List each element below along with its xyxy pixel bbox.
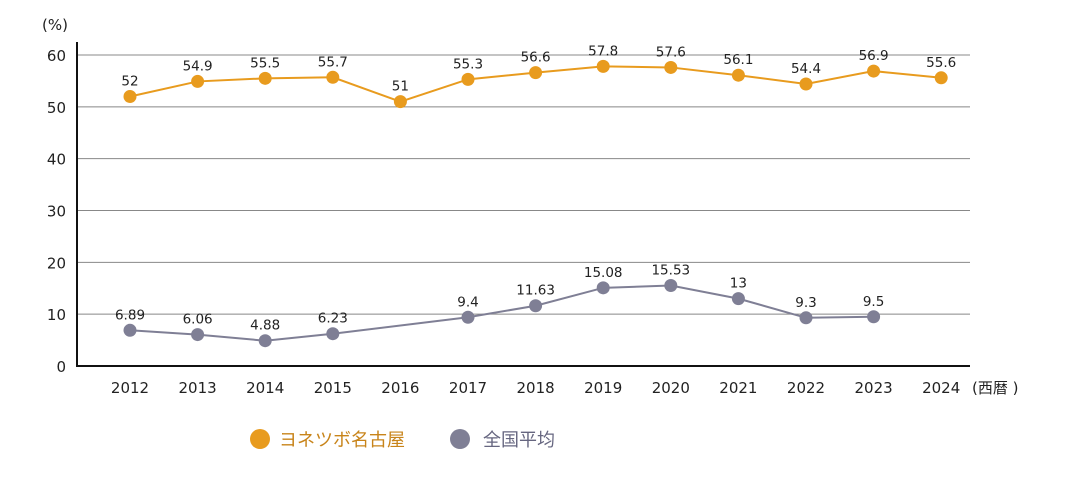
data-point (529, 299, 543, 313)
data-label: 15.08 (584, 265, 623, 281)
data-label: 54.9 (183, 58, 213, 74)
data-point (664, 60, 678, 74)
data-label: 51 (392, 79, 409, 95)
data-label: 6.06 (183, 312, 213, 328)
y-tick-label: 50 (47, 99, 66, 117)
x-tick-label: 2024 (922, 379, 960, 397)
y-tick-label: 40 (47, 151, 66, 169)
y-tick-label: 20 (47, 254, 66, 272)
legend-marker-yonetsubo (250, 429, 270, 449)
x-tick-label: 2023 (855, 379, 893, 397)
data-label: 6.23 (318, 311, 348, 327)
data-point (529, 66, 543, 80)
data-label: 57.8 (588, 43, 618, 59)
data-point (123, 323, 137, 337)
x-axis-ticks: 2012 2013 2014 2015 2016 2017 2018 2019 2020 2021… (111, 379, 960, 397)
data-label: 56.1 (723, 52, 753, 68)
legend: ヨネツボ名古屋 全国平均 (250, 429, 555, 451)
x-tick-label: 2016 (381, 379, 419, 397)
data-label: 9.4 (457, 294, 478, 310)
y-tick-label: 0 (56, 358, 66, 376)
data-point (731, 68, 745, 82)
series-group: 52 54.9 55.5 55.7 51 55.3 56.6 57.8 57.6 56.1 54.4… (115, 43, 956, 348)
data-label: 55.3 (453, 56, 483, 72)
data-point (867, 310, 881, 324)
data-label: 55.5 (250, 55, 280, 71)
x-tick-label: 2012 (111, 379, 149, 397)
data-label: 15.53 (651, 263, 690, 279)
y-axis-unit-label: (%) (42, 16, 68, 34)
y-axis-ticks: 0 10 20 30 40 50 60 (47, 47, 66, 376)
data-point (258, 71, 272, 85)
data-point (326, 327, 340, 341)
data-label: 4.88 (250, 318, 280, 334)
data-point (596, 281, 610, 295)
x-tick-label: 2013 (179, 379, 217, 397)
x-tick-label: 2014 (246, 379, 284, 397)
data-point (934, 71, 948, 85)
y-tick-label: 30 (47, 203, 66, 221)
x-tick-label: 2020 (652, 379, 690, 397)
data-point (191, 328, 205, 342)
data-point (191, 74, 205, 88)
data-point (731, 292, 745, 306)
y-tick-label: 60 (47, 47, 66, 65)
data-label: 56.6 (521, 50, 551, 66)
data-point (461, 72, 475, 86)
y-tick-label: 10 (47, 306, 66, 324)
legend-marker-national-average (450, 429, 470, 449)
data-label: 57.6 (656, 44, 686, 60)
data-label: 54.4 (791, 61, 821, 77)
data-point (867, 64, 881, 78)
x-tick-label: 2022 (787, 379, 825, 397)
data-point (664, 279, 678, 293)
data-point (799, 77, 813, 91)
data-label: 52 (121, 73, 138, 89)
x-tick-label: 2019 (584, 379, 622, 397)
data-label: 55.6 (926, 55, 956, 71)
data-point (799, 311, 813, 325)
data-point (393, 95, 407, 109)
legend-label-yonetsubo: ヨネツボ名古屋 (279, 430, 405, 451)
x-tick-label: 2015 (314, 379, 352, 397)
data-point (326, 70, 340, 84)
gridlines (77, 54, 970, 315)
series-line-1 (129, 284, 874, 342)
x-tick-label: 2018 (517, 379, 555, 397)
legend-label-national-average: 全国平均 (483, 430, 555, 451)
data-label: 6.89 (115, 307, 145, 323)
data-point (258, 334, 272, 348)
x-tick-label: 2017 (449, 379, 487, 397)
data-label: 55.7 (318, 54, 348, 70)
data-label: 13 (730, 276, 747, 292)
data-point (461, 310, 475, 324)
data-point (123, 89, 137, 103)
data-label: 9.5 (863, 294, 884, 310)
data-label: 56.9 (859, 48, 889, 64)
data-label: 11.63 (516, 283, 555, 299)
data-label: 9.3 (795, 295, 816, 311)
x-tick-label: 2021 (719, 379, 757, 397)
x-axis-unit-label: (西暦 ) (972, 379, 1018, 397)
data-point (596, 59, 610, 73)
